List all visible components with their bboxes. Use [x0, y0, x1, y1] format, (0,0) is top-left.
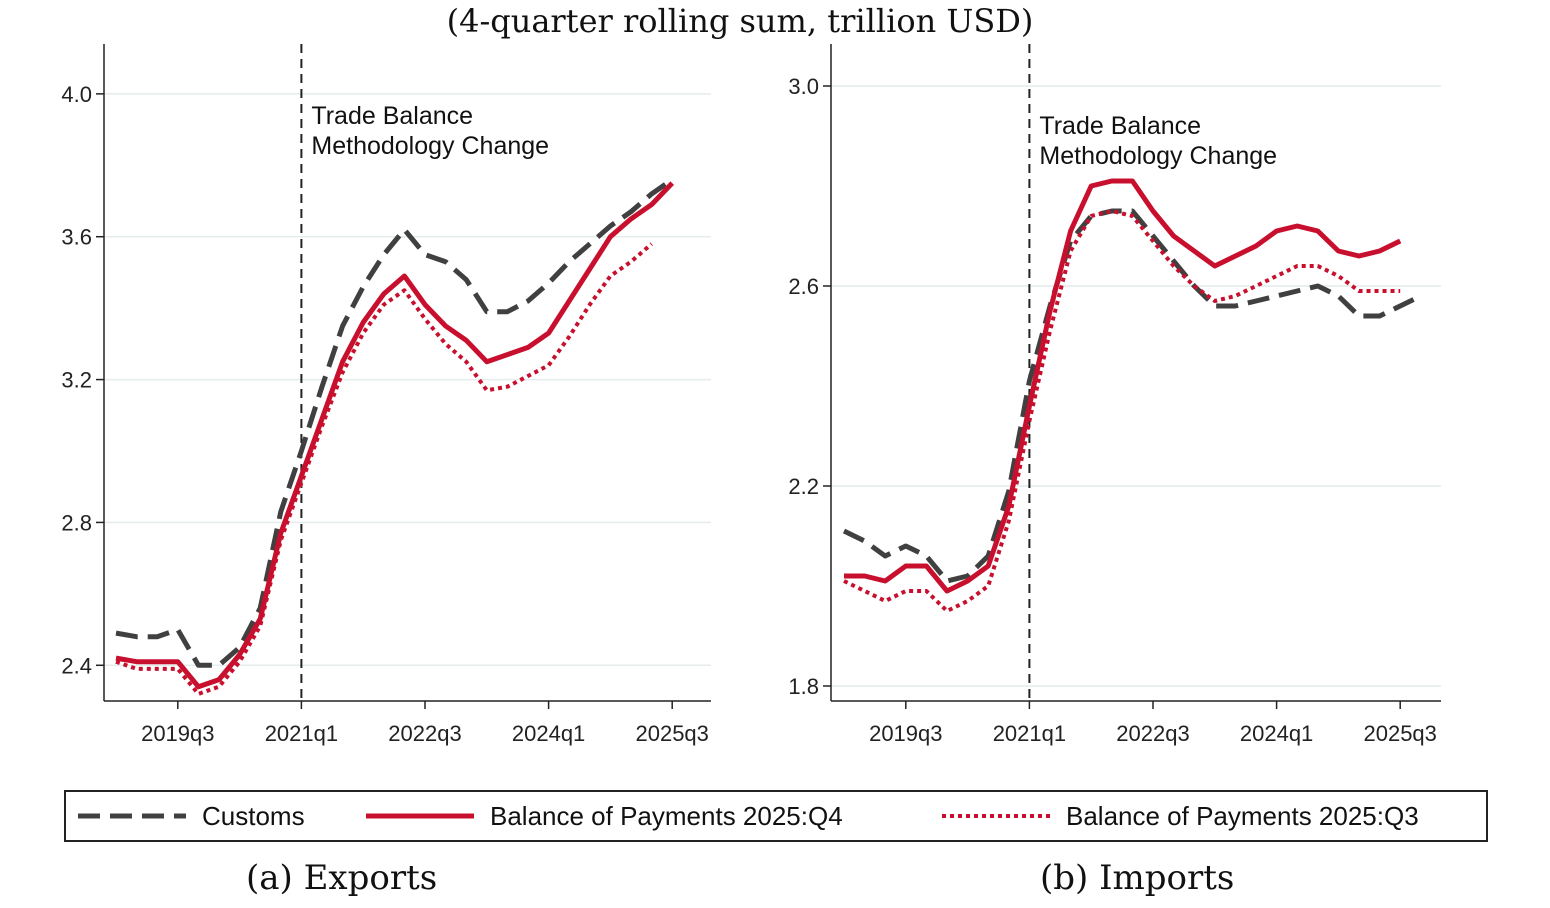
exports-y-tick-label: 2.8: [61, 510, 92, 535]
legend-item-bop-q3: Balance of Payments 2025:Q3: [940, 792, 1419, 840]
exports-x-tick-label: 2022q3: [388, 721, 461, 746]
exports-annotation-line1: Trade Balance: [311, 102, 473, 130]
exports-series-customs: [115, 177, 674, 668]
imports-x-tick-label: 2019q3: [869, 721, 942, 746]
caption-imports: (b) Imports: [1040, 858, 1235, 898]
exports-x-tick-label: 2021q1: [265, 721, 338, 746]
caption-exports: (a) Exports: [246, 858, 438, 898]
legend-swatch-bop-q4: [366, 813, 474, 819]
exports-annotation-line2: Methodology Change: [311, 132, 549, 160]
legend-item-bop-q4: Balance of Payments 2025:Q4: [364, 792, 843, 840]
legend: Customs Balance of Payments 2025:Q4 Bala…: [64, 790, 1488, 842]
imports-chart: 1.8 2.2 2.6 3.0 2019q3 2021q1 2022q3 2024q1 2025…: [788, 44, 1441, 746]
legend-label-customs: Customs: [202, 800, 305, 831]
imports-series-bop-q3: [843, 209, 1401, 613]
imports-y-tick-label: 2.2: [788, 474, 819, 499]
imports-annotation-line2: Methodology Change: [1039, 142, 1277, 170]
imports-series-customs: [842, 208, 1422, 584]
imports-annotation-line1: Trade Balance: [1039, 112, 1201, 140]
chart-subtitle: (4-quarter rolling sum, trillion USD): [446, 2, 1034, 40]
imports-x-tick-label: 2025q3: [1363, 721, 1436, 746]
imports-y-tick-label: 3.0: [788, 74, 819, 99]
imports-x-tick-label: 2021q1: [993, 721, 1066, 746]
imports-x-tick-label: 2024q1: [1240, 721, 1313, 746]
exports-y-tick-label: 2.4: [61, 653, 92, 678]
imports-y-tick-label: 2.6: [788, 274, 819, 299]
exports-series-bop-q4: [115, 181, 675, 690]
legend-swatch-customs: [78, 813, 186, 819]
exports-x-tick-label: 2024q1: [512, 721, 585, 746]
legend-label-bop-q4: Balance of Payments 2025:Q4: [490, 800, 843, 831]
legend-item-customs: Customs: [76, 792, 305, 840]
exports-chart: 2.4 2.8 3.2 3.6 4.0 2019q3 2021q1 2022q3 2024q1 2…: [61, 44, 711, 746]
imports-x-tick-label: 2022q3: [1116, 721, 1189, 746]
imports-y-tick-label: 1.8: [788, 674, 819, 699]
exports-x-tick-label: 2025q3: [635, 721, 708, 746]
imports-series-bop-q4: [844, 178, 1402, 594]
exports-y-tick-label: 3.2: [61, 368, 92, 393]
exports-series-bop-q3: [115, 242, 653, 696]
exports-y-tick-label: 4.0: [61, 82, 92, 107]
exports-x-tick-label: 2019q3: [141, 721, 214, 746]
exports-y-tick-label: 3.6: [61, 225, 92, 250]
legend-label-bop-q3: Balance of Payments 2025:Q3: [1066, 800, 1419, 831]
legend-swatch-bop-q3: [942, 814, 1050, 818]
